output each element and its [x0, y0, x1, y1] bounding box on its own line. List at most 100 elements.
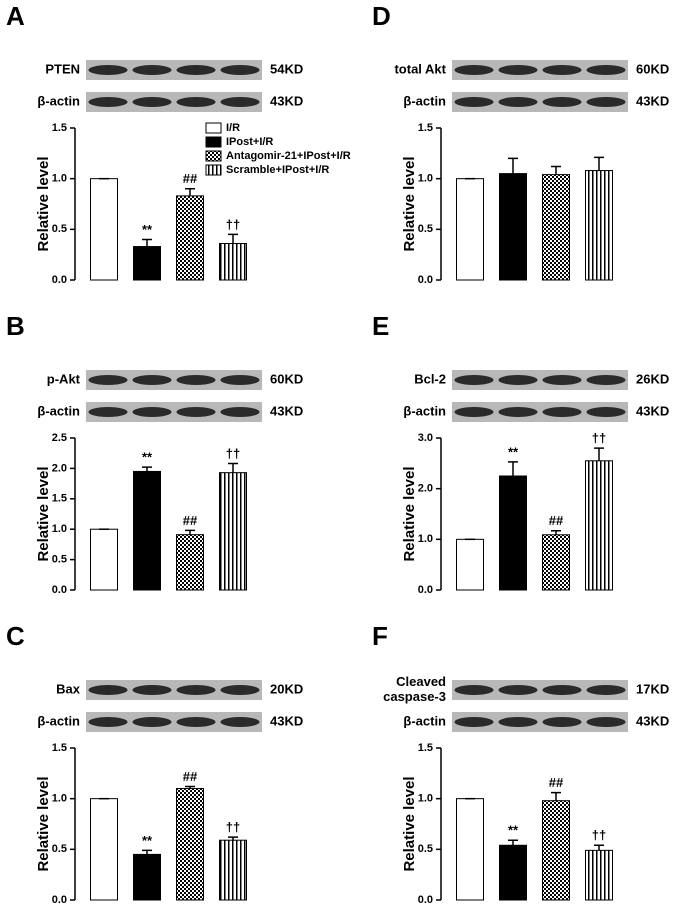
significance-label: ** — [142, 450, 153, 465]
significance-label: ## — [183, 769, 198, 784]
y-tick-label: 2.0 — [418, 483, 433, 495]
blot-band — [176, 375, 216, 385]
blot-size: 60KD — [270, 371, 303, 386]
error-bar — [551, 791, 561, 801]
panel-letter: A — [6, 1, 25, 31]
y-axis-label: Relative level — [35, 776, 52, 871]
blot-band — [498, 375, 538, 385]
bar — [456, 178, 484, 281]
blot-label: Cleaved — [396, 674, 446, 689]
y-tick-label: 0.5 — [418, 223, 433, 235]
legend-swatch — [205, 136, 222, 148]
y-tick-label: 0.5 — [52, 223, 67, 235]
significance-label: ## — [549, 513, 564, 528]
y-tick-label: 1.0 — [52, 173, 67, 185]
blot-band — [220, 717, 260, 727]
bar — [542, 534, 570, 591]
blot-size: 43KD — [636, 93, 669, 108]
blot-size: 20KD — [270, 681, 303, 696]
blot-label: β-actin — [403, 713, 446, 728]
y-tick-label: 1.0 — [418, 793, 433, 805]
y-tick-label: 1.0 — [418, 173, 433, 185]
y-tick-label: 0.0 — [52, 584, 67, 596]
blot-label: β-actin — [403, 93, 446, 108]
error-bar — [551, 165, 561, 175]
error-bar — [185, 785, 195, 789]
blot-label: Bax — [56, 681, 81, 696]
error-bar — [228, 462, 238, 473]
bar — [499, 844, 527, 901]
significance-label: †† — [592, 828, 606, 843]
legend-swatch — [205, 150, 222, 162]
blot-strip — [86, 60, 262, 80]
blot-band — [220, 685, 260, 695]
blot-band — [220, 65, 260, 75]
y-tick-label: 0.0 — [52, 274, 67, 286]
y-tick-label: 1.5 — [52, 122, 67, 134]
blot-band — [220, 407, 260, 417]
blot-band — [220, 375, 260, 385]
legend-swatch — [205, 164, 222, 176]
blot-strip — [452, 60, 628, 80]
blot-band — [498, 97, 538, 107]
bar — [176, 195, 204, 281]
bar — [133, 853, 161, 901]
y-axis-label: Relative level — [35, 156, 52, 251]
blot-band — [132, 65, 172, 75]
blot-band — [176, 717, 216, 727]
blot-band — [88, 685, 128, 695]
blot-band — [454, 375, 494, 385]
blot-band — [176, 65, 216, 75]
y-tick-label: 1.0 — [52, 523, 67, 535]
error-bar — [508, 461, 518, 476]
bar — [499, 475, 527, 591]
blot-strip — [86, 712, 262, 732]
error-bar — [142, 238, 152, 247]
y-tick-label: 1.5 — [418, 122, 433, 134]
significance-label: ## — [183, 171, 198, 186]
blot-band — [498, 407, 538, 417]
blot-band — [542, 685, 582, 695]
blot-band — [132, 685, 172, 695]
blot-size: 43KD — [270, 713, 303, 728]
blot-strip — [452, 402, 628, 422]
bar — [133, 470, 161, 591]
error-bar — [594, 844, 604, 851]
bar — [456, 798, 484, 901]
bar — [176, 534, 204, 591]
bar — [90, 178, 118, 281]
y-tick-label: 1.5 — [52, 493, 67, 505]
blot-band — [498, 717, 538, 727]
error-bar — [185, 529, 195, 535]
legend-label: Scramble+IPost+I/R — [226, 164, 329, 176]
error-bar — [594, 156, 604, 171]
legend-swatch — [205, 122, 222, 134]
y-tick-label: 0.0 — [52, 894, 67, 906]
error-bar — [228, 233, 238, 244]
blot-label: caspase-3 — [383, 689, 446, 704]
error-bar — [185, 188, 195, 196]
blot-band — [454, 717, 494, 727]
legend-label: Antagomir-21+IPost+I/R — [226, 150, 351, 162]
blot-band — [454, 407, 494, 417]
blot-band — [454, 65, 494, 75]
y-tick-label: 0.0 — [418, 274, 433, 286]
blot-size: 43KD — [270, 403, 303, 418]
blot-band — [498, 65, 538, 75]
bar — [585, 460, 613, 591]
error-bar — [508, 839, 518, 846]
panel-letter: D — [372, 1, 391, 31]
blot-size: 43KD — [270, 93, 303, 108]
blot-strip — [452, 712, 628, 732]
blot-band — [176, 407, 216, 417]
blot-band — [132, 407, 172, 417]
blot-band — [542, 375, 582, 385]
error-bar — [551, 529, 561, 535]
blot-label: β-actin — [403, 403, 446, 418]
blot-strip — [452, 370, 628, 390]
bar — [219, 243, 247, 281]
significance-label: †† — [226, 820, 240, 835]
blot-label: β-actin — [37, 713, 80, 728]
significance-label: †† — [592, 431, 606, 446]
bar — [219, 472, 247, 591]
